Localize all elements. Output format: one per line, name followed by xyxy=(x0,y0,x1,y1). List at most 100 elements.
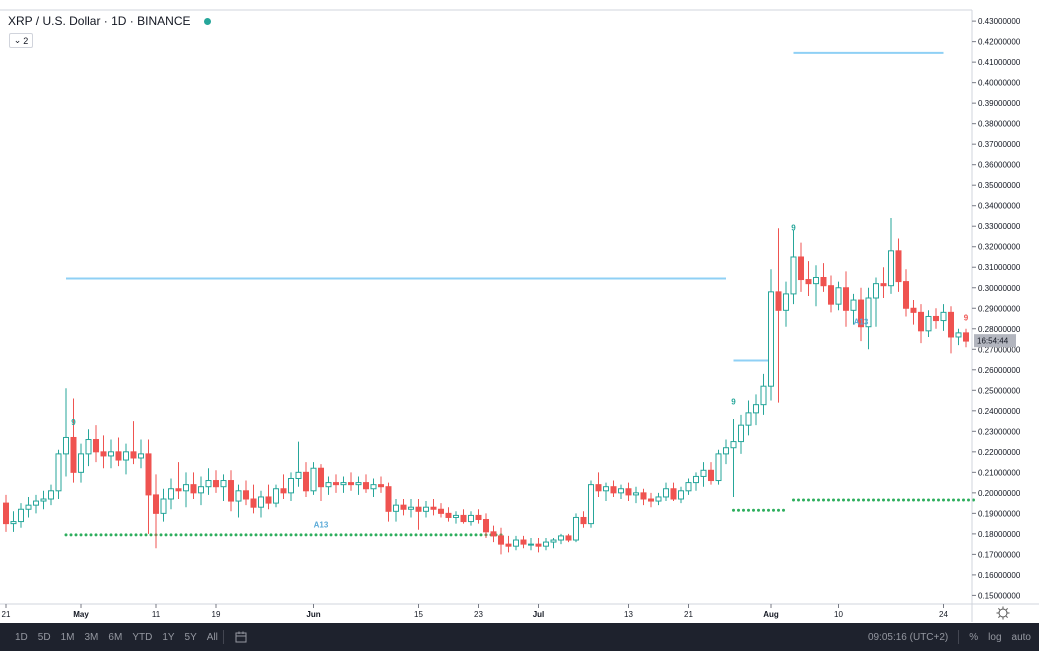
range-button-6m[interactable]: 6M xyxy=(108,631,123,643)
range-button-ytd[interactable]: YTD xyxy=(132,631,153,643)
candle[interactable] xyxy=(723,439,729,465)
candle[interactable] xyxy=(490,525,497,543)
candle[interactable] xyxy=(663,482,669,502)
candle[interactable] xyxy=(775,228,782,403)
candle[interactable] xyxy=(423,501,429,518)
candle[interactable] xyxy=(633,486,639,504)
candle[interactable] xyxy=(363,474,369,493)
candle[interactable] xyxy=(70,398,77,483)
indicators-collapse-button[interactable]: ⌄ 2 xyxy=(9,33,33,48)
candle[interactable] xyxy=(670,482,677,502)
settings-gear-icon[interactable] xyxy=(996,606,1010,620)
candle[interactable] xyxy=(93,425,99,463)
candle[interactable] xyxy=(678,486,684,504)
candle[interactable] xyxy=(625,482,632,502)
candle[interactable] xyxy=(138,439,144,469)
candle[interactable] xyxy=(880,267,887,299)
candle[interactable] xyxy=(700,462,707,487)
candle[interactable] xyxy=(63,388,69,477)
candle[interactable] xyxy=(573,513,579,543)
candle[interactable] xyxy=(910,300,917,325)
candle[interactable] xyxy=(175,462,182,500)
candle[interactable] xyxy=(430,499,437,516)
candle[interactable] xyxy=(100,435,107,469)
candle[interactable] xyxy=(108,439,114,469)
candle[interactable] xyxy=(25,496,32,518)
candle[interactable] xyxy=(963,328,969,348)
range-button-1d[interactable]: 1D xyxy=(15,631,28,643)
candle[interactable] xyxy=(348,472,354,491)
candle[interactable] xyxy=(115,437,122,467)
candle[interactable] xyxy=(400,499,407,516)
candle[interactable] xyxy=(955,328,962,346)
candle[interactable] xyxy=(235,484,242,518)
candle[interactable] xyxy=(550,537,557,549)
candle[interactable] xyxy=(123,443,129,475)
candle[interactable] xyxy=(258,490,264,518)
candle[interactable] xyxy=(693,472,699,491)
candle[interactable] xyxy=(903,269,909,317)
candle[interactable] xyxy=(745,400,752,436)
candle[interactable] xyxy=(603,482,609,502)
candle[interactable] xyxy=(385,482,392,522)
candle[interactable] xyxy=(370,478,377,497)
candle[interactable] xyxy=(708,462,714,485)
candle[interactable] xyxy=(513,535,519,551)
candle[interactable] xyxy=(85,429,92,467)
candle[interactable] xyxy=(790,230,797,305)
candle[interactable] xyxy=(610,480,617,497)
candle[interactable] xyxy=(48,484,54,506)
range-button-1y[interactable]: 1Y xyxy=(162,631,175,643)
log-scale-toggle[interactable]: log xyxy=(988,631,1002,643)
range-button-5y[interactable]: 5Y xyxy=(184,631,197,643)
candle[interactable] xyxy=(918,304,924,344)
candle[interactable] xyxy=(160,488,167,522)
candle[interactable] xyxy=(340,476,347,493)
candle[interactable] xyxy=(520,535,527,549)
candle[interactable] xyxy=(198,476,204,506)
candle[interactable] xyxy=(445,507,452,522)
candle[interactable] xyxy=(543,537,549,551)
candle[interactable] xyxy=(843,271,849,327)
candle[interactable] xyxy=(730,419,737,497)
candle[interactable] xyxy=(805,261,812,296)
candle[interactable] xyxy=(850,293,857,325)
candle[interactable] xyxy=(438,503,444,518)
candle[interactable] xyxy=(820,263,827,292)
candle[interactable] xyxy=(145,439,152,534)
candle[interactable] xyxy=(378,476,384,493)
range-button-all[interactable]: All xyxy=(206,631,218,643)
candle[interactable] xyxy=(895,238,902,292)
candle[interactable] xyxy=(948,306,954,354)
candle[interactable] xyxy=(10,511,17,532)
candle[interactable] xyxy=(715,449,722,485)
time-axis[interactable]: 21 May 11 19 Jun 15 23 Jul 13 21 Aug 10 24 xyxy=(2,604,949,619)
candle[interactable] xyxy=(753,394,759,426)
candle[interactable] xyxy=(288,472,294,502)
candle[interactable] xyxy=(460,509,467,524)
candle[interactable] xyxy=(273,484,279,508)
candle[interactable] xyxy=(535,537,542,553)
candle[interactable] xyxy=(55,449,62,500)
candle[interactable] xyxy=(355,476,362,495)
symbol-title[interactable]: XRP / U.S. Dollar · 1D · BINANCE xyxy=(8,14,191,28)
candle[interactable] xyxy=(468,511,474,526)
candle[interactable] xyxy=(78,443,84,483)
candle[interactable] xyxy=(595,472,602,497)
candle[interactable] xyxy=(640,488,647,506)
candle[interactable] xyxy=(213,470,219,493)
candle[interactable] xyxy=(228,470,234,512)
range-button-5d[interactable]: 5D xyxy=(37,631,51,643)
candle[interactable] xyxy=(265,484,272,510)
candle[interactable] xyxy=(130,421,137,465)
auto-scale-toggle[interactable]: auto xyxy=(1011,631,1031,643)
candle[interactable] xyxy=(408,499,414,518)
utc-clock[interactable]: 09:05:16 (UTC+2) xyxy=(867,631,949,643)
candle[interactable] xyxy=(588,480,594,528)
candle[interactable] xyxy=(558,533,564,545)
range-button-1m[interactable]: 1M xyxy=(60,631,75,643)
candle[interactable] xyxy=(318,464,324,502)
candle[interactable] xyxy=(205,468,212,495)
candle[interactable] xyxy=(888,218,894,294)
